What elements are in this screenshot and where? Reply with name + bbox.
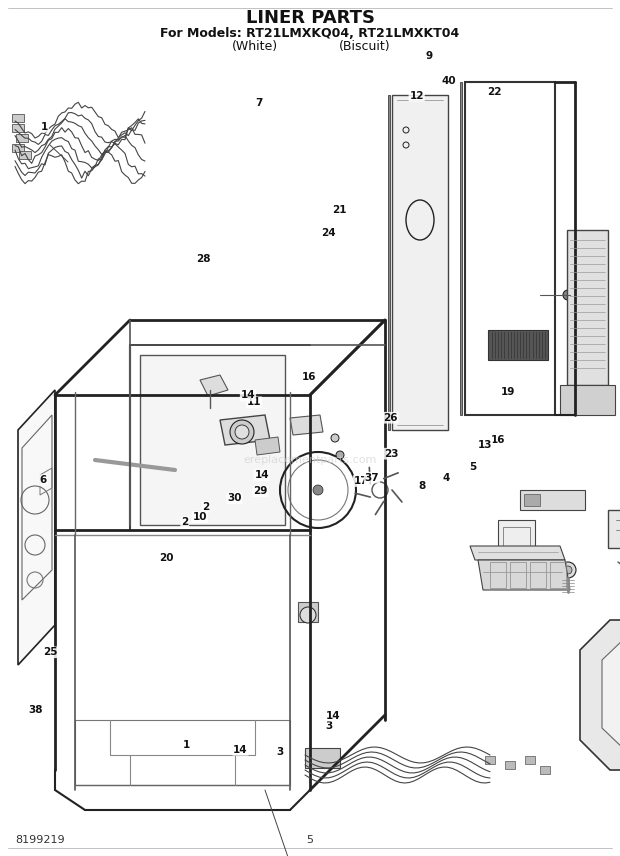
Circle shape [560,562,576,578]
Text: 17: 17 [353,476,368,486]
Polygon shape [525,756,535,764]
Text: 26: 26 [383,413,398,423]
Text: 3: 3 [277,746,284,757]
Polygon shape [540,766,550,774]
Text: 11: 11 [247,397,262,407]
Polygon shape [290,415,323,435]
Text: 24: 24 [321,228,336,238]
Text: 7: 7 [255,98,263,108]
Circle shape [235,425,249,439]
Text: 20: 20 [159,553,174,563]
Text: ereplacementparts.com: ereplacementparts.com [243,455,377,465]
Polygon shape [524,494,540,506]
Text: 14: 14 [241,390,255,401]
Text: 28: 28 [196,253,211,264]
Polygon shape [470,546,565,560]
Circle shape [300,607,316,623]
Circle shape [313,485,323,495]
Text: 25: 25 [43,647,58,657]
Polygon shape [392,95,448,430]
Text: 22: 22 [487,87,502,98]
Polygon shape [255,437,280,455]
Text: 37: 37 [365,473,379,483]
Text: 5: 5 [469,461,476,472]
Text: For Models: RT21LMXKQ04, RT21LMXKT04: For Models: RT21LMXKQ04, RT21LMXKT04 [161,27,459,39]
Text: 38: 38 [29,705,43,716]
Circle shape [564,566,572,574]
Text: 19: 19 [501,387,516,397]
Polygon shape [18,390,55,665]
Polygon shape [520,490,585,510]
Text: 12: 12 [409,91,424,101]
Text: (Biscuit): (Biscuit) [339,39,391,52]
Polygon shape [16,134,28,142]
Text: 8: 8 [418,481,425,491]
Polygon shape [305,748,340,768]
Polygon shape [485,756,495,764]
Polygon shape [580,620,620,770]
Text: 14: 14 [233,745,248,755]
Polygon shape [140,355,285,525]
Text: 2: 2 [202,502,210,512]
Text: (White): (White) [232,39,278,52]
Circle shape [563,290,573,300]
Text: 29: 29 [253,486,268,496]
Circle shape [331,434,339,442]
Text: 6: 6 [40,475,47,485]
Text: 30: 30 [227,493,242,503]
Text: 14: 14 [254,470,269,480]
Polygon shape [567,230,608,385]
Polygon shape [200,375,228,396]
Polygon shape [498,520,535,568]
Text: 5: 5 [306,835,314,845]
Polygon shape [388,95,390,430]
Text: LINER PARTS: LINER PARTS [246,9,374,27]
Circle shape [230,420,254,444]
Text: 1: 1 [182,740,190,750]
Polygon shape [220,415,270,445]
Polygon shape [505,761,515,769]
Text: 14: 14 [326,710,341,721]
Text: 1: 1 [41,122,48,132]
Polygon shape [560,385,615,415]
Text: 13: 13 [477,440,492,450]
Text: 4: 4 [443,473,450,483]
Text: 2: 2 [181,517,188,527]
Text: 3: 3 [325,721,332,731]
Text: 16: 16 [301,372,316,382]
Polygon shape [460,82,462,415]
Text: 16: 16 [491,435,505,445]
Polygon shape [12,124,24,132]
Text: 23: 23 [384,449,399,459]
Text: 8199219: 8199219 [15,835,64,845]
Text: 40: 40 [441,76,456,86]
Polygon shape [298,602,318,622]
Polygon shape [12,114,24,122]
Polygon shape [602,638,620,750]
Text: 21: 21 [332,205,347,215]
Text: 10: 10 [192,512,207,522]
Polygon shape [608,510,620,548]
Polygon shape [488,330,548,360]
Text: 9: 9 [425,51,433,61]
Polygon shape [12,144,24,152]
Circle shape [336,451,344,459]
Polygon shape [19,151,31,159]
Polygon shape [478,560,570,590]
